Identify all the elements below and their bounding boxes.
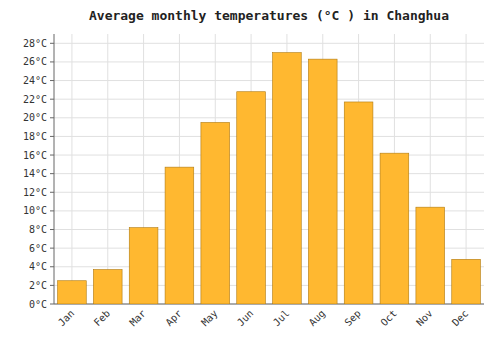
y-tick-label: 6°C bbox=[29, 243, 47, 254]
x-tick-label: Jun bbox=[235, 308, 256, 329]
bars bbox=[58, 53, 481, 304]
axes: 0°C 2°C 4°C 6°C 8°C 10°C 12°C 14°C 16°C 18°C 20°C 2… bbox=[23, 34, 484, 328]
x-tick-label: Nov bbox=[414, 308, 435, 329]
bar bbox=[344, 102, 373, 304]
y-grid-line bbox=[54, 80, 484, 81]
chart-svg: Average monthly temperatures (°C ) in Ch… bbox=[0, 0, 500, 350]
chart-container: Average monthly temperatures (°C ) in Ch… bbox=[0, 0, 500, 350]
x-tick-label: Aug bbox=[307, 308, 328, 329]
y-tick bbox=[50, 285, 54, 286]
y-tick-label: 22°C bbox=[23, 94, 47, 105]
y-grid-line bbox=[54, 117, 484, 118]
x-tick-label: Feb bbox=[92, 308, 113, 329]
x-tick-label: Oct bbox=[378, 308, 399, 329]
y-tick bbox=[50, 136, 54, 137]
y-tick bbox=[50, 229, 54, 230]
y-grid-line bbox=[54, 173, 484, 174]
y-tick-label: 20°C bbox=[23, 112, 47, 123]
y-grid-line bbox=[54, 99, 484, 100]
y-tick-label: 24°C bbox=[23, 75, 47, 86]
y-tick bbox=[50, 80, 54, 81]
x-tick-label: Jul bbox=[271, 308, 292, 329]
y-tick-label: 14°C bbox=[23, 168, 47, 179]
bar bbox=[416, 207, 445, 304]
y-tick-label: 18°C bbox=[23, 131, 47, 142]
y-tick bbox=[50, 99, 54, 100]
x-tick-label: Sep bbox=[342, 308, 363, 329]
bar bbox=[201, 122, 230, 304]
y-tick-label: 26°C bbox=[23, 56, 47, 67]
y-grid-line bbox=[54, 155, 484, 156]
y-tick bbox=[50, 173, 54, 174]
y-tick bbox=[50, 117, 54, 118]
bar bbox=[129, 228, 158, 304]
y-tick bbox=[50, 210, 54, 211]
y-tick bbox=[50, 304, 54, 305]
bar bbox=[380, 153, 409, 304]
bar bbox=[452, 259, 481, 304]
bar bbox=[273, 53, 302, 304]
y-tick-label: 10°C bbox=[23, 205, 47, 216]
x-tick-label: Mar bbox=[127, 308, 148, 329]
y-grid-line bbox=[54, 192, 484, 193]
x-tick-label: Dec bbox=[450, 308, 471, 329]
y-tick bbox=[50, 155, 54, 156]
x-tick-label: May bbox=[199, 308, 220, 329]
x-grid-line bbox=[71, 34, 72, 304]
bar bbox=[93, 270, 122, 304]
y-tick-label: 4°C bbox=[29, 261, 47, 272]
bar bbox=[58, 281, 87, 304]
y-tick bbox=[50, 192, 54, 193]
y-grid-line bbox=[54, 61, 484, 62]
x-tick-label: Apr bbox=[163, 308, 184, 329]
y-grid-line bbox=[54, 43, 484, 44]
bar bbox=[237, 92, 266, 304]
y-tick bbox=[50, 248, 54, 249]
bar bbox=[308, 59, 337, 304]
y-tick bbox=[50, 266, 54, 267]
y-grid-line bbox=[54, 136, 484, 137]
y-tick-label: 12°C bbox=[23, 187, 47, 198]
y-tick-label: 0°C bbox=[29, 299, 47, 310]
y-tick-label: 8°C bbox=[29, 224, 47, 235]
y-axis-line bbox=[54, 34, 55, 304]
chart-title: Average monthly temperatures (°C ) in Ch… bbox=[89, 8, 449, 23]
bar bbox=[165, 167, 194, 304]
y-tick-label: 28°C bbox=[23, 38, 47, 49]
x-grid-line bbox=[107, 34, 108, 304]
y-tick-label: 2°C bbox=[29, 280, 47, 291]
y-tick-label: 16°C bbox=[23, 150, 47, 161]
x-tick-label: Jan bbox=[56, 308, 77, 329]
y-tick bbox=[50, 61, 54, 62]
grid bbox=[54, 34, 484, 304]
y-tick bbox=[50, 43, 54, 44]
